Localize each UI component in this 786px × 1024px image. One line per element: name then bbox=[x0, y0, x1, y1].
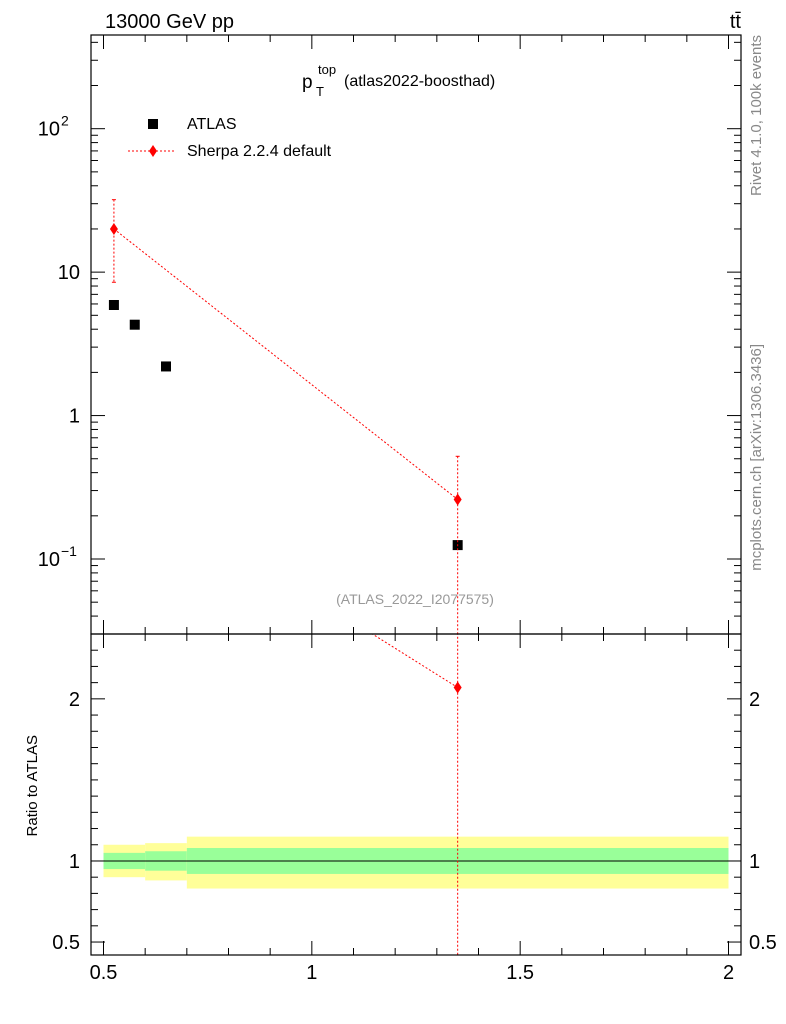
main-layer bbox=[108, 199, 463, 634]
x-tick-label-3: 2 bbox=[723, 962, 734, 984]
ratio-y-tick-label-right-2: 2 bbox=[749, 689, 760, 711]
ratio-layer bbox=[91, 466, 741, 955]
atlas-point-2 bbox=[161, 361, 171, 372]
mcplots-label: mcplots.cern.ch [arXiv:1306.3436] bbox=[748, 344, 765, 571]
legend: ATLAS Sherpa 2.2.4 default bbox=[128, 116, 332, 160]
sherpa-ratio-line bbox=[371, 634, 458, 688]
main-y-tick-label-0: 10 −1 bbox=[38, 543, 77, 571]
legend-marker-atlas bbox=[148, 119, 158, 129]
y-tick-exponent: −1 bbox=[61, 543, 77, 559]
sherpa-point-0 bbox=[109, 222, 118, 235]
x-tick-label-0: 0.5 bbox=[90, 962, 118, 984]
title-p: p bbox=[302, 72, 313, 93]
y-tick-mantissa: 10 bbox=[38, 119, 60, 141]
main-y-tick-label-2: 10 bbox=[58, 262, 80, 284]
title-superscript: top bbox=[318, 62, 336, 77]
sherpa-ratio-point-0 bbox=[110, 466, 118, 478]
title-subscript: T bbox=[316, 84, 324, 99]
legend-label-atlas: ATLAS bbox=[187, 116, 237, 133]
x-tick-label-2: 1.5 bbox=[506, 962, 534, 984]
x-tick-label-1: 1 bbox=[306, 962, 317, 984]
atlas-point-1 bbox=[129, 319, 140, 330]
legend-marker-sherpa bbox=[149, 145, 157, 157]
y-tick-exponent: 2 bbox=[61, 113, 69, 129]
main-y-tick-label-1: 1 bbox=[69, 406, 80, 428]
ratio-y-tick-label-left-0: 0.5 bbox=[52, 932, 80, 954]
sherpa-line bbox=[113, 228, 458, 500]
title-analysis: (atlas2022-boosthad) bbox=[344, 73, 495, 90]
process-label: 13000 GeV pp bbox=[105, 11, 234, 33]
main-y-tick-label-3: 10 2 bbox=[38, 113, 69, 141]
sherpa-ratio-point-1 bbox=[453, 681, 462, 694]
ratio-ylabel: Ratio to ATLAS bbox=[24, 735, 41, 836]
sherpa-point-1 bbox=[453, 493, 462, 506]
analysis-watermark: (ATLAS_2022_I2077575) bbox=[336, 591, 494, 607]
ratio-frame bbox=[90, 633, 742, 956]
legend-label-sherpa: Sherpa 2.2.4 default bbox=[187, 143, 332, 160]
atlas-point-0 bbox=[108, 299, 119, 310]
channel-label: tt̄ bbox=[730, 11, 742, 33]
ratio-y-tick-label-right-0: 0.5 bbox=[749, 932, 777, 954]
ratio-y-tick-label-left-1: 1 bbox=[69, 851, 80, 873]
ratio-y-tick-label-right-1: 1 bbox=[749, 851, 760, 873]
plot-title: p top T (atlas2022-boosthad) bbox=[302, 62, 495, 99]
y-tick-mantissa: 10 bbox=[38, 549, 60, 571]
ratio-y-tick-label-left-2: 2 bbox=[69, 689, 80, 711]
uncertainty-bands bbox=[103, 836, 729, 889]
rivet-label: Rivet 4.1.0, 100k events bbox=[748, 35, 765, 196]
